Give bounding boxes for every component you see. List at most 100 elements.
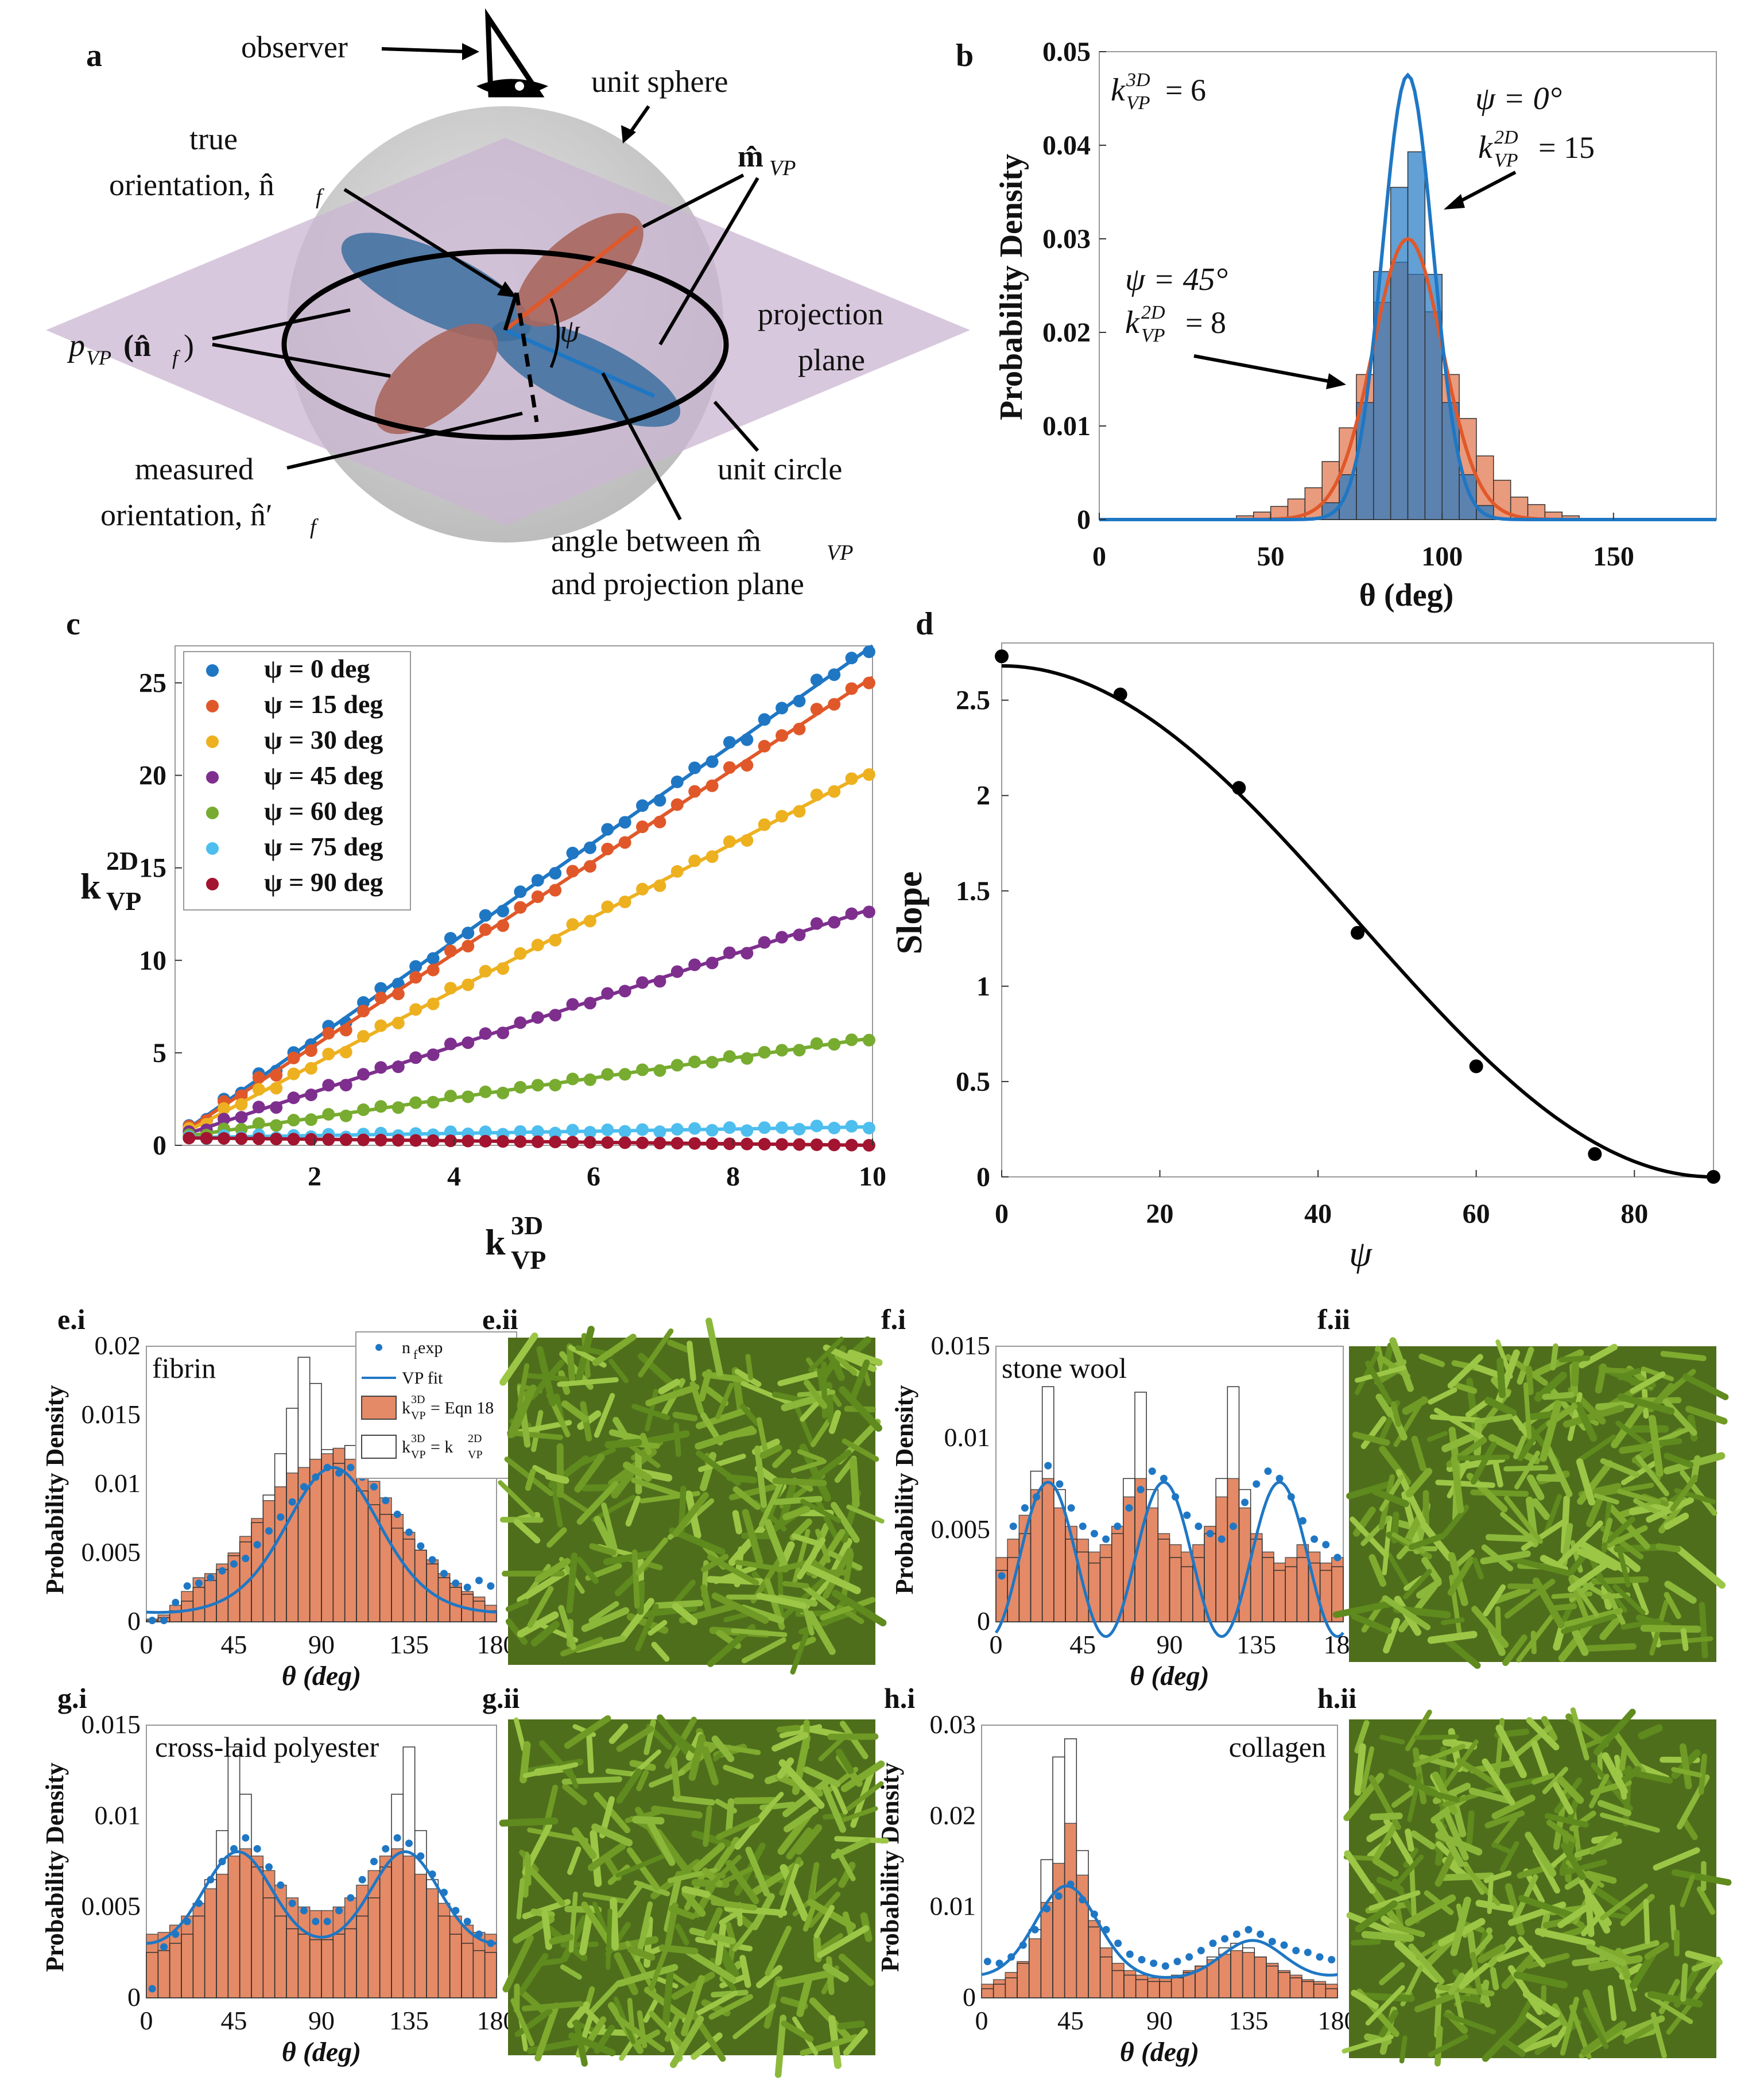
fiber [780,1864,809,1921]
fiber [700,1584,712,1616]
fiber [1399,2035,1408,2064]
point-c [409,960,422,973]
blue-lobe-left [341,233,532,342]
fiber [1600,1525,1644,1560]
exp-point-g [277,1881,285,1889]
exp-point-f [1125,1504,1133,1512]
point-c [270,1082,283,1095]
point-c [758,818,771,831]
fiber [1577,1434,1616,1462]
fiber [1532,1773,1555,1785]
point-c [723,1137,736,1150]
fiber [1685,1405,1728,1425]
arrow-observer [381,47,468,53]
fiber [1590,1885,1631,1915]
label-measured-2: orientation, n̂′ [100,498,273,532]
point-c [758,936,771,949]
panel-label-ei: e.i [57,1303,86,1335]
ylabel-e: Probability Density [41,1385,69,1595]
fiber [705,1854,742,1890]
fiber [566,1552,578,1614]
fiber [837,2020,865,2030]
exp-point-e [428,1556,436,1564]
legend-e-marker-eq18 [361,1396,397,1420]
fiber [612,1416,633,1446]
legend-e-exp: n [402,1338,410,1357]
fiber [792,1533,823,1547]
point-c [705,956,719,970]
point-c [583,860,596,873]
bar-b-psi0 [1339,474,1357,520]
legend-e-fit: VP fit [402,1369,443,1388]
fiber [1617,1766,1641,1787]
fiber [1560,1842,1586,1880]
point-c [705,755,719,768]
fiber [1411,1435,1426,1471]
xtick-g: 90 [308,2006,335,2035]
point-c [322,1133,335,1146]
xtick-e: 135 [389,1630,429,1659]
fiber [732,1510,742,1535]
fiber [672,1412,698,1421]
ytick-d: 2 [976,781,990,811]
xtick-d: 80 [1620,1199,1648,1229]
exp-point-f [1160,1474,1168,1482]
xlabel-c-sup: 3D [511,1211,543,1240]
point-c [339,1024,352,1037]
fiber [1530,1630,1537,1655]
fiber [745,1846,770,1897]
ytick-d: 1.5 [956,876,990,906]
label-pvp: p [67,328,85,363]
ytick-e: 0 [127,1606,141,1636]
point-c [391,1060,405,1074]
fiber [843,2028,868,2056]
exp-point-f [1114,1522,1122,1531]
bar-orange-f [1227,1478,1240,1622]
fiber [1606,1516,1635,1544]
fiber [1497,1357,1506,1398]
psi-arc [549,298,560,368]
fiber [695,1425,755,1450]
point-c [862,1138,875,1152]
bar-orange-f [1157,1533,1170,1622]
fiber [1491,1794,1536,1819]
annot-psi45: ψ = 45° [1125,262,1228,297]
exp-point-e [312,1473,320,1481]
xtick-f: 0 [990,1630,1003,1659]
point-c [828,1138,841,1152]
fiber [700,1553,729,1572]
xtick-f: 45 [1069,1630,1096,1659]
fiber [1472,1558,1484,1580]
bar-orange-g [192,1903,206,1998]
exp-point-h [1150,1959,1158,1967]
fiber [632,1816,665,1825]
point-c [514,1080,527,1094]
fiber [1388,1922,1425,1938]
fiber [1518,1936,1546,1968]
fiber [1402,1568,1432,1600]
point-c [287,1114,300,1127]
point-c [427,963,440,977]
fiber [1561,1614,1616,1634]
xtick-h: 45 [1057,2006,1084,2035]
fiber [1522,1990,1560,2018]
fiber [1442,1792,1480,1808]
fiber [1428,1387,1457,1405]
point-c [618,896,631,909]
fiber [1602,1525,1648,1550]
ylabel-d: Slope [890,871,929,955]
fiber [1369,1812,1403,1820]
point-d [1232,781,1246,795]
fiber [692,1842,726,1872]
fiber [732,1917,760,1952]
ytick-e: 0.005 [82,1537,141,1567]
fiber [1577,1460,1614,1505]
fiber [716,1816,760,1840]
fiber [1480,1550,1531,1565]
exp-point-h [1102,1926,1110,1934]
fiber [669,1527,726,1555]
xtick-c: 6 [587,1161,600,1192]
exp-point-g [242,1834,250,1842]
arrow-pvp-2 [212,343,391,378]
ylabel-b: Probability Density [994,154,1029,420]
